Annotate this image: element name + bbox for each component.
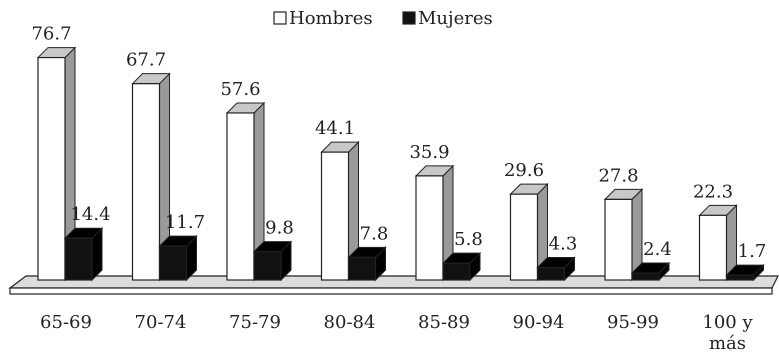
- bar-hombres-90-94: [509, 182, 549, 282]
- value-label-mujeres-90-94: 4.3: [549, 234, 578, 255]
- bar-mujeres-100-y-m-s: [725, 263, 765, 282]
- bar-hombres-70-74: [131, 72, 171, 282]
- bar-front: [536, 266, 566, 281]
- bar-hombres-95-99: [603, 188, 644, 282]
- bars-group: [36, 46, 765, 282]
- value-labels: 76.7 14.4 67.7 11.7 57.6 9.8 44.1 7.8 35.9 5.8 29.…: [31, 24, 766, 263]
- x-tick-100-y-m-s: 100 y más: [702, 312, 753, 354]
- x-tick-80-84: 80-84: [324, 312, 376, 333]
- bar-front: [698, 214, 728, 281]
- value-label-mujeres-100-y-m-s: 1.7: [738, 241, 767, 262]
- legend-swatch-mujeres: [402, 11, 416, 25]
- value-label-hombres-85-89: 35.9: [409, 142, 449, 163]
- value-label-hombres-65-69: 76.7: [31, 24, 71, 45]
- bar-front: [347, 256, 377, 281]
- legend-swatch-hombres: [273, 11, 287, 25]
- bar-mujeres-75-79: [252, 240, 293, 282]
- x-tick-75-79: 75-79: [229, 312, 281, 333]
- bar-mujeres-90-94: [536, 256, 576, 282]
- legend: Hombres Mujeres: [273, 8, 493, 29]
- bar-front: [509, 193, 539, 281]
- bar-front: [253, 250, 282, 281]
- bar-front: [131, 83, 161, 281]
- bar-front: [442, 262, 471, 281]
- bar-front: [226, 112, 255, 281]
- bar-mujeres-65-69: [63, 227, 104, 282]
- legend-label-mujeres: Mujeres: [418, 8, 493, 29]
- bar-front: [64, 237, 93, 281]
- value-label-hombres-80-84: 44.1: [315, 118, 355, 139]
- x-tick-70-74: 70-74: [135, 312, 187, 333]
- bar-front: [158, 245, 188, 281]
- value-label-hombres-75-79: 57.6: [220, 79, 260, 100]
- legend-label-hombres: Hombres: [289, 8, 373, 29]
- x-axis-ticks: 65-69 70-74 75-79 80-84 85-89 90-94 95-99 100 y…: [40, 312, 753, 354]
- bar-hombres-85-89: [414, 164, 455, 282]
- bar-hombres-100-y-m-s: [698, 204, 738, 282]
- x-tick-65-69: 65-69: [40, 312, 92, 333]
- bar-front: [415, 175, 444, 281]
- value-label-hombres-90-94: 29.6: [504, 160, 544, 181]
- floor-front: [9, 287, 773, 295]
- value-label-mujeres-75-79: 9.8: [265, 218, 294, 239]
- value-label-mujeres-95-99: 2.4: [643, 239, 672, 260]
- value-label-hombres-95-99: 27.8: [598, 165, 638, 186]
- value-label-mujeres-85-89: 5.8: [454, 229, 483, 250]
- bar-front: [37, 56, 66, 281]
- value-label-mujeres-70-74: 11.7: [165, 212, 205, 233]
- bar-hombres-65-69: [36, 46, 77, 282]
- value-label-mujeres-80-84: 7.8: [360, 223, 389, 244]
- value-label-mujeres-65-69: 14.4: [70, 204, 110, 225]
- floor-top: [8, 275, 779, 289]
- bar-front: [320, 151, 350, 281]
- x-tick-90-94: 90-94: [513, 312, 565, 333]
- bar-front: [604, 198, 633, 281]
- x-tick-95-99: 95-99: [607, 312, 659, 333]
- bar-mujeres-80-84: [347, 246, 387, 282]
- bar-front: [725, 274, 755, 281]
- bar-front: [631, 272, 660, 281]
- value-label-hombres-70-74: 67.7: [126, 50, 166, 71]
- value-label-hombres-100-y-m-s: 22.3: [693, 181, 733, 202]
- x-tick-85-89: 85-89: [418, 312, 470, 333]
- bar-mujeres-95-99: [630, 261, 671, 282]
- bar-mujeres-70-74: [158, 234, 198, 282]
- chart-floor: [8, 275, 779, 295]
- bar-mujeres-85-89: [441, 251, 482, 282]
